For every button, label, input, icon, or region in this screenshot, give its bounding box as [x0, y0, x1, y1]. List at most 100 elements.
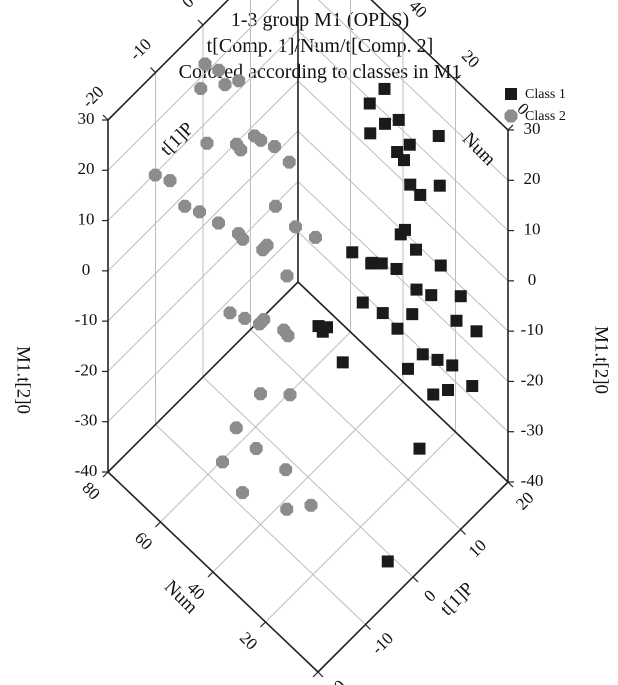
tick-mark [197, 19, 204, 26]
tick-mark [507, 481, 514, 488]
tick-label-t2-right: 20 [524, 169, 541, 188]
grid-line [160, 331, 351, 523]
tick-label-num-top: 40 [405, 0, 430, 22]
data-point-class-1 [336, 356, 349, 369]
grid-line [297, 80, 509, 282]
data-point-class-1 [403, 138, 416, 151]
data-point-class-2 [304, 498, 318, 512]
legend: Class 1 Class 2 [504, 87, 566, 124]
axis-label-t1-top: t[1]P [156, 118, 198, 160]
data-point-class-2 [309, 230, 322, 244]
tick-label-t2-left: 20 [78, 159, 95, 178]
tick-label-t2-left: -10 [75, 310, 98, 329]
data-point-class-2 [257, 313, 271, 326]
data-point-class-1 [364, 127, 377, 140]
legend-label-1: Class 1 [525, 87, 566, 102]
tick-mark [412, 576, 419, 583]
data-point-class-2 [212, 63, 226, 77]
tick-mark [312, 671, 319, 678]
grid-line [107, 130, 299, 322]
axis-edge [297, 281, 509, 483]
tick-label-t2-right: -10 [521, 320, 544, 339]
tick-label-num-bottom: 20 [236, 628, 261, 653]
data-point-class-1 [431, 353, 444, 366]
data-point-class-1 [413, 442, 426, 455]
data-point-class-2 [218, 78, 232, 92]
data-point-class-2 [212, 216, 225, 230]
data-point-class-1 [376, 307, 389, 320]
tick-label-t2-right: 30 [524, 119, 541, 138]
data-point-class-1 [432, 130, 445, 143]
data-point-class-2 [283, 388, 297, 402]
tick-label-t2-left: -20 [75, 360, 98, 379]
data-point-class-2 [280, 269, 294, 283]
tick-label-t2-left: -30 [75, 411, 98, 430]
grid-line [107, 181, 299, 372]
tick-mark [207, 571, 214, 578]
data-point-class-1 [363, 97, 376, 110]
data-point-class-2 [236, 486, 249, 500]
data-point-class-1 [379, 117, 391, 130]
data-point-class-1 [399, 223, 411, 236]
tick-label-t1-bottom: 10 [465, 536, 490, 561]
data-point-class-2 [232, 74, 246, 88]
axis-box [107, 0, 509, 673]
grid-line [212, 381, 404, 573]
tick-label-t1-bottom: -20 [320, 676, 349, 685]
data-point-class-2 [282, 155, 296, 169]
data-point-class-2 [200, 136, 214, 150]
data-point-class-1 [442, 383, 454, 396]
chart-title-line-2: t[Comp. 1]/Num/t[Comp. 2] [207, 35, 434, 57]
grid-line [297, 30, 509, 231]
grid-line [107, 231, 299, 423]
data-point-class-1 [450, 314, 463, 327]
tick-label-t1-top: -20 [78, 82, 107, 111]
legend-marker-class-2 [504, 109, 518, 123]
tick-label-num-top: 20 [458, 46, 483, 71]
tick-label-t1-bottom: 0 [420, 586, 439, 605]
tick-mark [102, 471, 109, 478]
grid-layer [107, 0, 509, 673]
tick-label-t1-top: 0 [178, 0, 197, 12]
data-point-class-1 [434, 259, 447, 272]
data-point-class-1 [446, 359, 459, 372]
data-points [148, 57, 483, 568]
tick-mark [260, 621, 266, 628]
grid-line [265, 431, 456, 623]
tick-label-t2-left: 0 [82, 260, 91, 279]
axis-label-t1-bottom: t[1]P [436, 578, 478, 620]
chart-title-line-1: 1-3 group M1 (OPLS) [231, 9, 409, 31]
data-point-class-2 [238, 311, 252, 325]
data-point-class-1 [416, 348, 429, 361]
data-point-class-2 [148, 168, 162, 182]
data-point-class-2 [281, 329, 295, 343]
tick-mark [507, 124, 514, 131]
data-point-class-2 [216, 455, 229, 469]
data-point-class-1 [470, 325, 483, 338]
tick-mark [317, 671, 324, 678]
grid-line [107, 0, 279, 171]
data-point-class-2 [234, 143, 248, 157]
data-point-class-2 [236, 232, 250, 246]
tick-label-num-bottom: 60 [131, 528, 156, 553]
data-point-class-2 [198, 57, 212, 71]
data-point-class-1 [454, 290, 467, 303]
data-point-class-2 [248, 129, 261, 143]
legend-label-2: Class 2 [525, 109, 566, 124]
data-point-class-2 [254, 387, 267, 401]
tick-label-t2-left: 30 [78, 109, 95, 128]
data-point-class-1 [466, 380, 479, 393]
chart-title: 1-3 group M1 (OPLS) t[Comp. 1]/Num/t[Com… [179, 9, 462, 83]
tick-label-t1-top: -10 [126, 35, 155, 64]
data-point-class-1 [406, 308, 419, 321]
data-point-class-2 [280, 502, 294, 516]
data-point-class-2 [269, 199, 282, 213]
tick-mark [460, 529, 466, 535]
axis-ticks: -20-1001020020406080-20-1001020020406080… [13, 0, 612, 685]
tick-label-num-bottom: 80 [78, 478, 103, 503]
data-point-class-1 [410, 283, 423, 296]
data-point-class-1 [391, 322, 404, 335]
grid-line [107, 30, 299, 221]
data-point-class-1 [392, 113, 405, 126]
